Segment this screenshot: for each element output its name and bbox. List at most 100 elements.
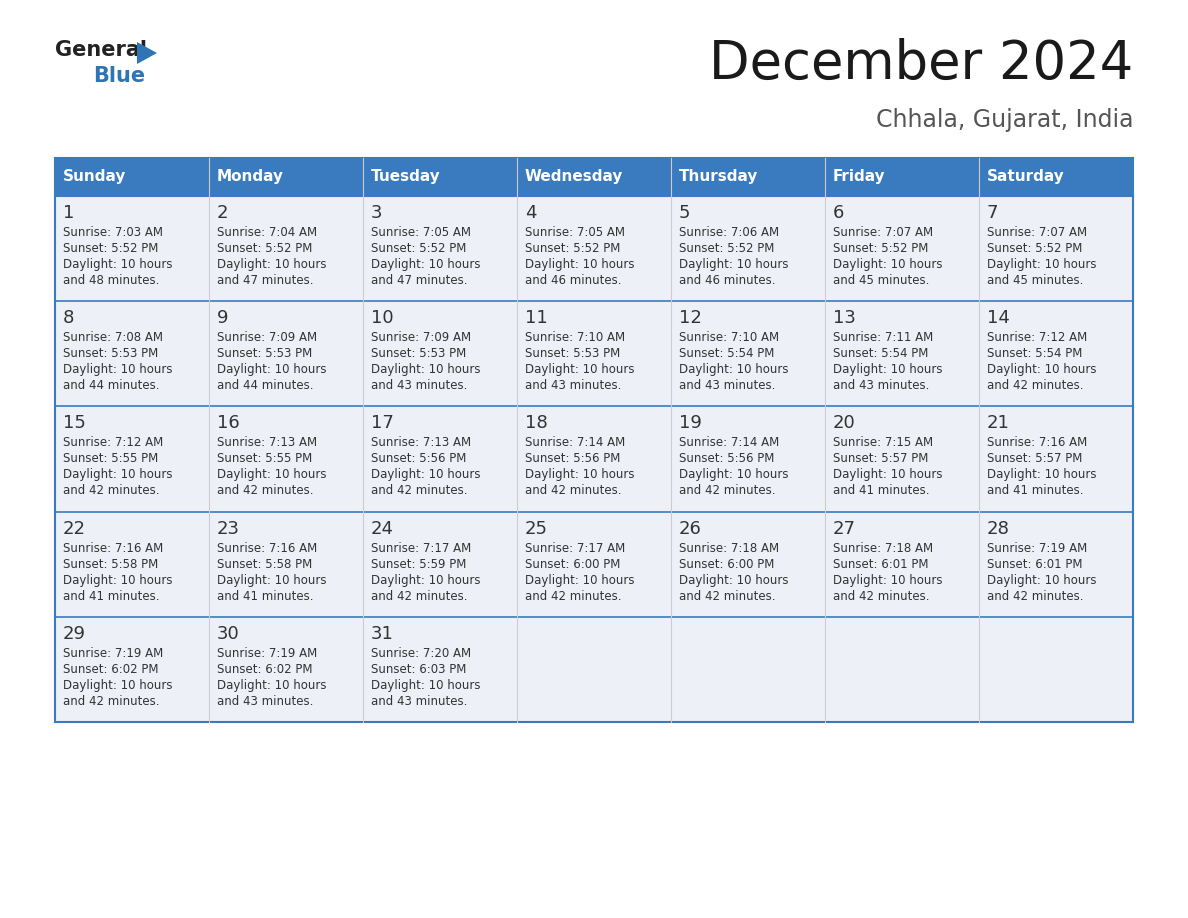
Bar (517, 511, 671, 617)
Text: Sunset: 5:54 PM: Sunset: 5:54 PM (987, 347, 1082, 360)
Text: and 42 minutes.: and 42 minutes. (833, 589, 929, 602)
Text: 10: 10 (371, 309, 393, 327)
Text: and 42 minutes.: and 42 minutes. (371, 485, 468, 498)
Text: 31: 31 (371, 625, 394, 643)
Text: Sunset: 5:54 PM: Sunset: 5:54 PM (680, 347, 775, 360)
Text: Sunrise: 7:06 AM: Sunrise: 7:06 AM (680, 226, 779, 239)
Bar (55, 511, 209, 617)
Text: 2: 2 (217, 204, 228, 222)
Text: Sunset: 5:52 PM: Sunset: 5:52 PM (217, 242, 312, 255)
Text: Sunrise: 7:14 AM: Sunrise: 7:14 AM (680, 436, 779, 450)
Text: 1: 1 (63, 204, 75, 222)
Text: Daylight: 10 hours: Daylight: 10 hours (833, 258, 942, 271)
Text: Sunset: 5:57 PM: Sunset: 5:57 PM (987, 453, 1082, 465)
Text: 29: 29 (63, 625, 86, 643)
Bar (979, 617, 1133, 722)
Text: Sunrise: 7:19 AM: Sunrise: 7:19 AM (217, 647, 317, 660)
Text: Daylight: 10 hours: Daylight: 10 hours (525, 468, 634, 481)
Bar (55, 617, 209, 722)
Text: Sunset: 5:52 PM: Sunset: 5:52 PM (525, 242, 620, 255)
Text: Sunrise: 7:16 AM: Sunrise: 7:16 AM (217, 542, 317, 554)
Text: 20: 20 (833, 414, 855, 432)
Text: Sunrise: 7:20 AM: Sunrise: 7:20 AM (371, 647, 472, 660)
Text: Sunset: 5:56 PM: Sunset: 5:56 PM (371, 453, 467, 465)
Text: and 42 minutes.: and 42 minutes. (63, 485, 159, 498)
Text: Sunset: 6:00 PM: Sunset: 6:00 PM (525, 557, 620, 571)
Text: Sunrise: 7:18 AM: Sunrise: 7:18 AM (833, 542, 933, 554)
Text: Sunset: 5:52 PM: Sunset: 5:52 PM (833, 242, 928, 255)
Bar (55, 196, 209, 301)
Text: Sunset: 5:53 PM: Sunset: 5:53 PM (63, 347, 158, 360)
Text: Daylight: 10 hours: Daylight: 10 hours (987, 258, 1097, 271)
Text: Sunrise: 7:12 AM: Sunrise: 7:12 AM (63, 436, 163, 450)
Text: 18: 18 (525, 414, 548, 432)
Text: Daylight: 10 hours: Daylight: 10 hours (833, 468, 942, 481)
Text: Daylight: 10 hours: Daylight: 10 hours (371, 258, 480, 271)
Text: Sunday: Sunday (63, 169, 126, 184)
Text: and 41 minutes.: and 41 minutes. (63, 589, 159, 602)
Text: and 42 minutes.: and 42 minutes. (680, 485, 776, 498)
Text: Sunset: 6:02 PM: Sunset: 6:02 PM (63, 663, 158, 676)
Text: Sunset: 5:54 PM: Sunset: 5:54 PM (833, 347, 928, 360)
Bar (364, 511, 517, 617)
Text: Blue: Blue (93, 66, 145, 86)
Text: Daylight: 10 hours: Daylight: 10 hours (525, 574, 634, 587)
Text: 5: 5 (680, 204, 690, 222)
Text: Daylight: 10 hours: Daylight: 10 hours (217, 574, 327, 587)
Text: Sunrise: 7:13 AM: Sunrise: 7:13 AM (217, 436, 317, 450)
Text: Sunrise: 7:03 AM: Sunrise: 7:03 AM (63, 226, 163, 239)
Text: Daylight: 10 hours: Daylight: 10 hours (63, 468, 172, 481)
Text: Daylight: 10 hours: Daylight: 10 hours (680, 574, 789, 587)
Text: Daylight: 10 hours: Daylight: 10 hours (525, 258, 634, 271)
Text: Friday: Friday (833, 169, 885, 184)
Text: and 42 minutes.: and 42 minutes. (63, 695, 159, 708)
Text: and 44 minutes.: and 44 minutes. (63, 379, 159, 392)
Text: Sunrise: 7:16 AM: Sunrise: 7:16 AM (63, 542, 163, 554)
Text: Sunrise: 7:17 AM: Sunrise: 7:17 AM (371, 542, 472, 554)
Text: Sunrise: 7:04 AM: Sunrise: 7:04 AM (217, 226, 317, 239)
Text: Sunset: 5:58 PM: Sunset: 5:58 PM (217, 557, 312, 571)
Text: Daylight: 10 hours: Daylight: 10 hours (371, 364, 480, 376)
Text: Chhala, Gujarat, India: Chhala, Gujarat, India (876, 108, 1133, 132)
Text: December 2024: December 2024 (709, 38, 1133, 90)
Text: Monday: Monday (217, 169, 284, 184)
Text: and 42 minutes.: and 42 minutes. (525, 485, 621, 498)
Text: Sunset: 5:55 PM: Sunset: 5:55 PM (217, 453, 312, 465)
Bar (671, 511, 824, 617)
Text: Saturday: Saturday (987, 169, 1064, 184)
Text: 15: 15 (63, 414, 86, 432)
Text: Sunrise: 7:07 AM: Sunrise: 7:07 AM (833, 226, 933, 239)
Text: Daylight: 10 hours: Daylight: 10 hours (987, 574, 1097, 587)
Text: Sunrise: 7:09 AM: Sunrise: 7:09 AM (217, 331, 317, 344)
Bar (209, 196, 364, 301)
Text: Sunrise: 7:05 AM: Sunrise: 7:05 AM (525, 226, 625, 239)
Text: and 42 minutes.: and 42 minutes. (525, 589, 621, 602)
Text: and 42 minutes.: and 42 minutes. (371, 589, 468, 602)
Bar (517, 301, 671, 407)
Text: Sunrise: 7:17 AM: Sunrise: 7:17 AM (525, 542, 625, 554)
Bar (824, 511, 979, 617)
Text: 19: 19 (680, 414, 702, 432)
Text: 27: 27 (833, 520, 857, 538)
Text: Daylight: 10 hours: Daylight: 10 hours (63, 364, 172, 376)
Text: Sunset: 6:03 PM: Sunset: 6:03 PM (371, 663, 467, 676)
Bar (209, 617, 364, 722)
Text: and 43 minutes.: and 43 minutes. (217, 695, 314, 708)
Text: 25: 25 (525, 520, 548, 538)
Bar (824, 196, 979, 301)
Bar (671, 407, 824, 511)
Text: Daylight: 10 hours: Daylight: 10 hours (833, 364, 942, 376)
Text: 13: 13 (833, 309, 855, 327)
Text: Sunset: 5:52 PM: Sunset: 5:52 PM (63, 242, 158, 255)
Text: and 44 minutes.: and 44 minutes. (217, 379, 314, 392)
Text: Thursday: Thursday (680, 169, 758, 184)
Bar (979, 301, 1133, 407)
Text: and 41 minutes.: and 41 minutes. (987, 485, 1083, 498)
Text: 30: 30 (217, 625, 240, 643)
Bar (209, 407, 364, 511)
Text: 4: 4 (525, 204, 537, 222)
Text: and 42 minutes.: and 42 minutes. (680, 589, 776, 602)
Text: Daylight: 10 hours: Daylight: 10 hours (371, 468, 480, 481)
Text: Daylight: 10 hours: Daylight: 10 hours (680, 364, 789, 376)
Text: Sunrise: 7:14 AM: Sunrise: 7:14 AM (525, 436, 625, 450)
